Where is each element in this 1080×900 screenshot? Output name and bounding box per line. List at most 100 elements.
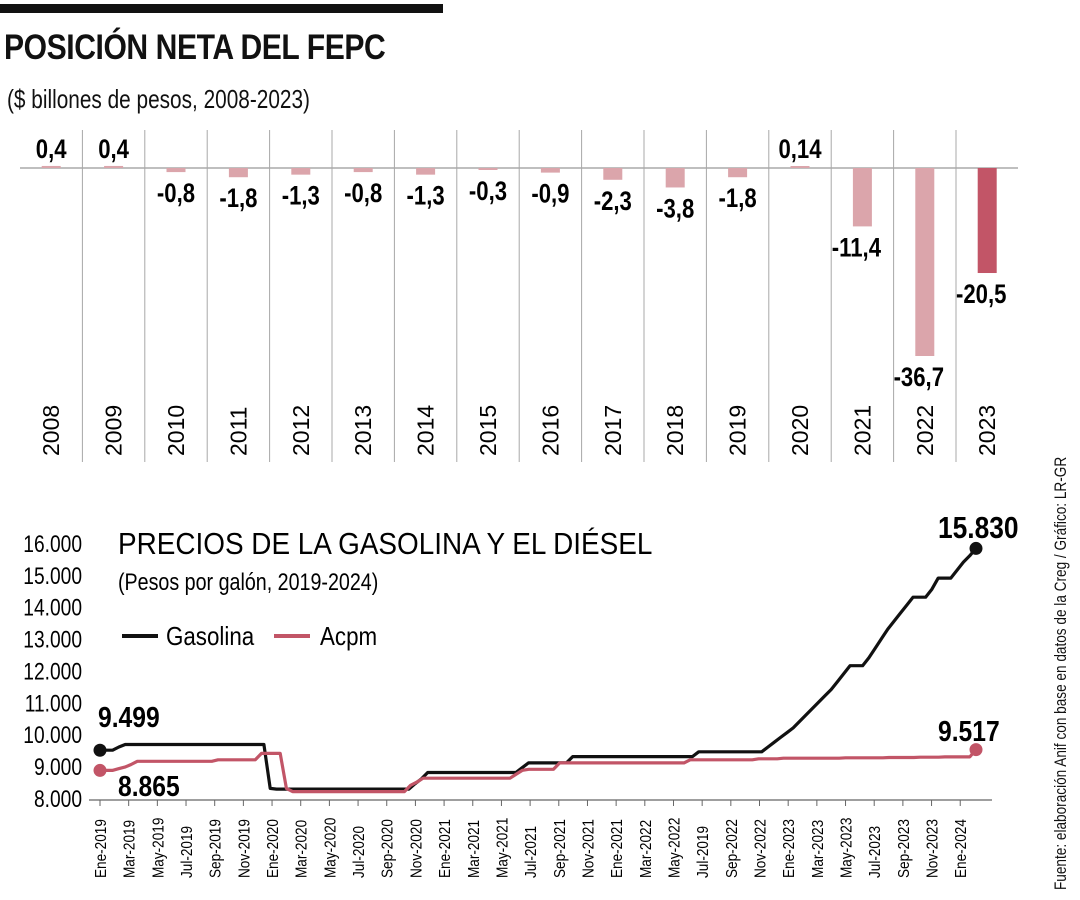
gasolina-end-label: 15.830 — [938, 511, 1019, 545]
x-tick-label: Mar-2023 — [810, 820, 827, 878]
bar-value-label: -0,8 — [157, 179, 195, 209]
bar-2019 — [728, 168, 748, 178]
x-tick-label: Sep-2019 — [208, 819, 225, 878]
y-tick-label: 16.000 — [23, 530, 82, 558]
bar-2022 — [915, 168, 935, 356]
series-line-acpm — [100, 748, 978, 794]
x-tick-label: Mar-2019 — [122, 820, 139, 878]
bar-value-label: -0,8 — [344, 179, 382, 209]
bar-2013 — [353, 168, 373, 173]
x-tick-label: Jul-2023 — [867, 826, 884, 878]
bar-year-label: 2012 — [288, 405, 314, 456]
bar-value-label: -1,8 — [219, 184, 257, 214]
y-tick-label: 9.000 — [34, 753, 82, 781]
series-end-point-acpm — [969, 743, 983, 757]
line-chart-title: PRECIOS DE LA GASOLINA Y EL DIÉSEL — [118, 527, 652, 562]
bar-value-label: 0,14 — [778, 135, 821, 165]
bar-year-label: 2022 — [912, 405, 938, 456]
y-tick-label: 13.000 — [23, 626, 82, 654]
x-tick-label: Jul-2019 — [179, 826, 196, 878]
bar-value-label: 0,4 — [36, 135, 67, 165]
source-note: Fuente: elaboración Anif con base en dat… — [1051, 456, 1070, 890]
y-tick-label: 8.000 — [34, 785, 82, 813]
y-tick-label: 14.000 — [23, 594, 82, 622]
bar-2023 — [977, 168, 997, 274]
bar-year-label: 2023 — [974, 405, 1000, 456]
x-tick-label: Nov-2023 — [925, 819, 942, 878]
bar-value-label: -1,3 — [407, 182, 445, 212]
bar-2011 — [228, 168, 248, 178]
x-tick-label: Ene-2021 — [609, 819, 626, 878]
bar-value-label: -1,3 — [282, 182, 320, 212]
bar-2009 — [104, 165, 124, 168]
bar-year-label: 2019 — [725, 405, 751, 456]
bar-value-label: 0,4 — [98, 135, 129, 165]
x-tick-label: Ene-2024 — [953, 819, 970, 878]
x-tick-label: Mar-2020 — [294, 820, 311, 878]
bar-value-label: -20,5 — [956, 280, 1007, 310]
x-tick-label: Nov-2020 — [408, 819, 425, 878]
gasolina-start-label: 9.499 — [98, 701, 160, 733]
y-tick-label: 11.000 — [25, 689, 82, 717]
acpm-start-label: 8.865 — [118, 770, 180, 802]
bar-year-label: 2018 — [662, 405, 688, 456]
bar-2017 — [603, 168, 623, 180]
bar-2010 — [166, 168, 186, 173]
x-tick-label: Ene-2021 — [437, 819, 454, 878]
bar-year-label: 2020 — [787, 405, 813, 456]
bar-value-label: -0,9 — [531, 180, 569, 210]
bar-year-label: 2013 — [350, 405, 376, 456]
header-rule — [0, 4, 443, 13]
x-tick-label: Ene-2020 — [265, 819, 282, 878]
legend-label-gasolina: Gasolina — [166, 622, 255, 651]
bar-year-label: 2011 — [225, 407, 251, 456]
bar-value-label: -36,7 — [894, 363, 944, 393]
bar-year-label: 2014 — [413, 405, 439, 456]
bar-2015 — [478, 168, 498, 170]
y-tick-label: 15.000 — [23, 562, 82, 590]
bar-year-label: 2010 — [163, 405, 189, 456]
bar-year-label: 2017 — [600, 405, 626, 456]
bar-year-label: 2009 — [101, 405, 127, 456]
x-tick-label: Nov-2021 — [581, 819, 598, 878]
bar-2008 — [41, 165, 61, 168]
x-tick-label: May-2022 — [667, 818, 684, 878]
bar-2014 — [416, 168, 436, 175]
bar-value-label: -1,8 — [719, 184, 757, 214]
bar-chart-subtitle: ($ billones de pesos, 2008-2023) — [7, 84, 310, 114]
x-tick-label: Nov-2022 — [753, 819, 770, 878]
bar-chart: 0,4 2008 0,4 2009 -0,8 2010 -1,8 2011 -1,3 2012 -0… — [20, 130, 1018, 462]
x-tick-label: Mar-2021 — [466, 820, 483, 878]
series-start-point-gasolina — [93, 743, 107, 757]
acpm-end-label: 9.517 — [938, 715, 1000, 747]
bar-value-label: -0,3 — [469, 177, 507, 207]
x-tick-label: Sep-2020 — [380, 819, 397, 878]
x-tick-label: Ene-2023 — [781, 819, 798, 878]
y-tick-label: 10.000 — [23, 721, 82, 749]
line-chart-subtitle: (Pesos por galón, 2019-2024) — [118, 568, 378, 595]
bar-value-label: -2,3 — [594, 187, 632, 217]
bar-2016 — [540, 168, 560, 173]
bar-chart-title: POSICIÓN NETA DEL FEPC — [4, 28, 386, 67]
x-tick-label: May-2020 — [322, 818, 339, 878]
x-tick-label: Ene-2019 — [93, 819, 110, 878]
x-tick-label: Sep-2022 — [724, 819, 741, 878]
bar-year-label: 2016 — [537, 405, 563, 456]
legend-label-acpm: Acpm — [320, 622, 377, 651]
bar-value-label: -11,4 — [832, 233, 881, 263]
x-tick-label: Nov-2019 — [236, 819, 253, 878]
x-tick-label: Sep-2023 — [896, 819, 913, 878]
bar-year-label: 2015 — [475, 405, 501, 456]
x-tick-label: Jul-2019 — [695, 826, 712, 878]
bar-2018 — [665, 168, 685, 188]
bar-2012 — [291, 168, 311, 175]
x-tick-label: Mar-2022 — [638, 820, 655, 878]
series-line-gasolina — [100, 547, 978, 791]
bar-2021 — [852, 168, 872, 227]
x-tick-label: Sep-2021 — [552, 819, 569, 878]
series-end-point-gasolina — [969, 541, 983, 555]
bar-value-label: -3,8 — [656, 195, 694, 225]
line-chart: PRECIOS DE LA GASOLINA Y EL DIÉSEL (Pesos… — [23, 511, 1019, 878]
series-start-point-acpm — [93, 763, 107, 777]
x-tick-label: May-2019 — [150, 818, 167, 878]
